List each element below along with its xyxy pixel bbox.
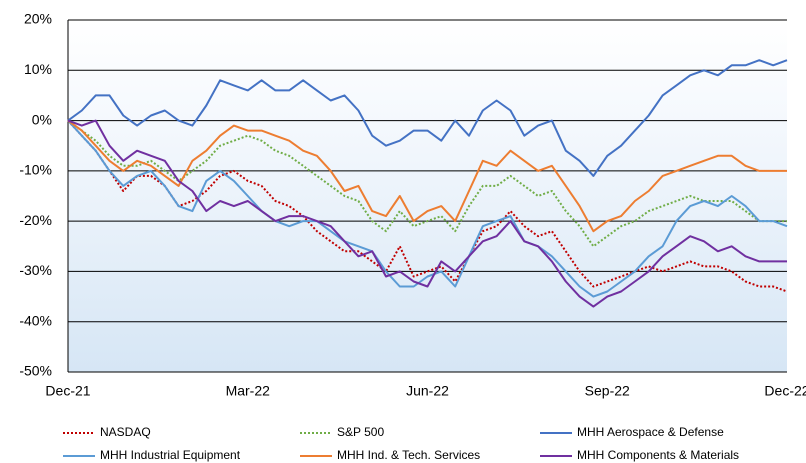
y-tick-label: 0% <box>32 111 52 127</box>
series-line <box>67 119 787 233</box>
x-tick-label: Jun-22 <box>406 383 449 399</box>
legend-label: MHH Aerospace & Defense <box>577 425 724 439</box>
y-tick-label: -40% <box>19 312 52 328</box>
y-tick-label: 10% <box>24 61 52 77</box>
series-line <box>67 119 788 298</box>
x-tick-label: Sep-22 <box>585 383 630 399</box>
y-tick-label: -20% <box>19 212 52 228</box>
plot-area <box>68 20 787 372</box>
y-tick-label: -30% <box>19 262 52 278</box>
legend-label: MHH Industrial Equipment <box>100 448 241 462</box>
series-line <box>67 59 788 177</box>
series-line <box>67 119 787 248</box>
x-tick-label: Mar-22 <box>226 383 271 399</box>
x-tick-label: Dec-21 <box>45 383 90 399</box>
legend-label: MHH Ind. & Tech. Services <box>337 448 480 462</box>
y-tick-label: -50% <box>19 363 52 379</box>
y-tick-label: -10% <box>19 162 52 178</box>
legend-label: MHH Components & Materials <box>577 448 739 462</box>
series-line <box>67 119 787 308</box>
legend-label: NASDAQ <box>100 425 151 439</box>
y-tick-label: 20% <box>24 11 52 27</box>
x-tick-label: Dec-22 <box>764 383 806 399</box>
legend-label: S&P 500 <box>337 425 384 439</box>
